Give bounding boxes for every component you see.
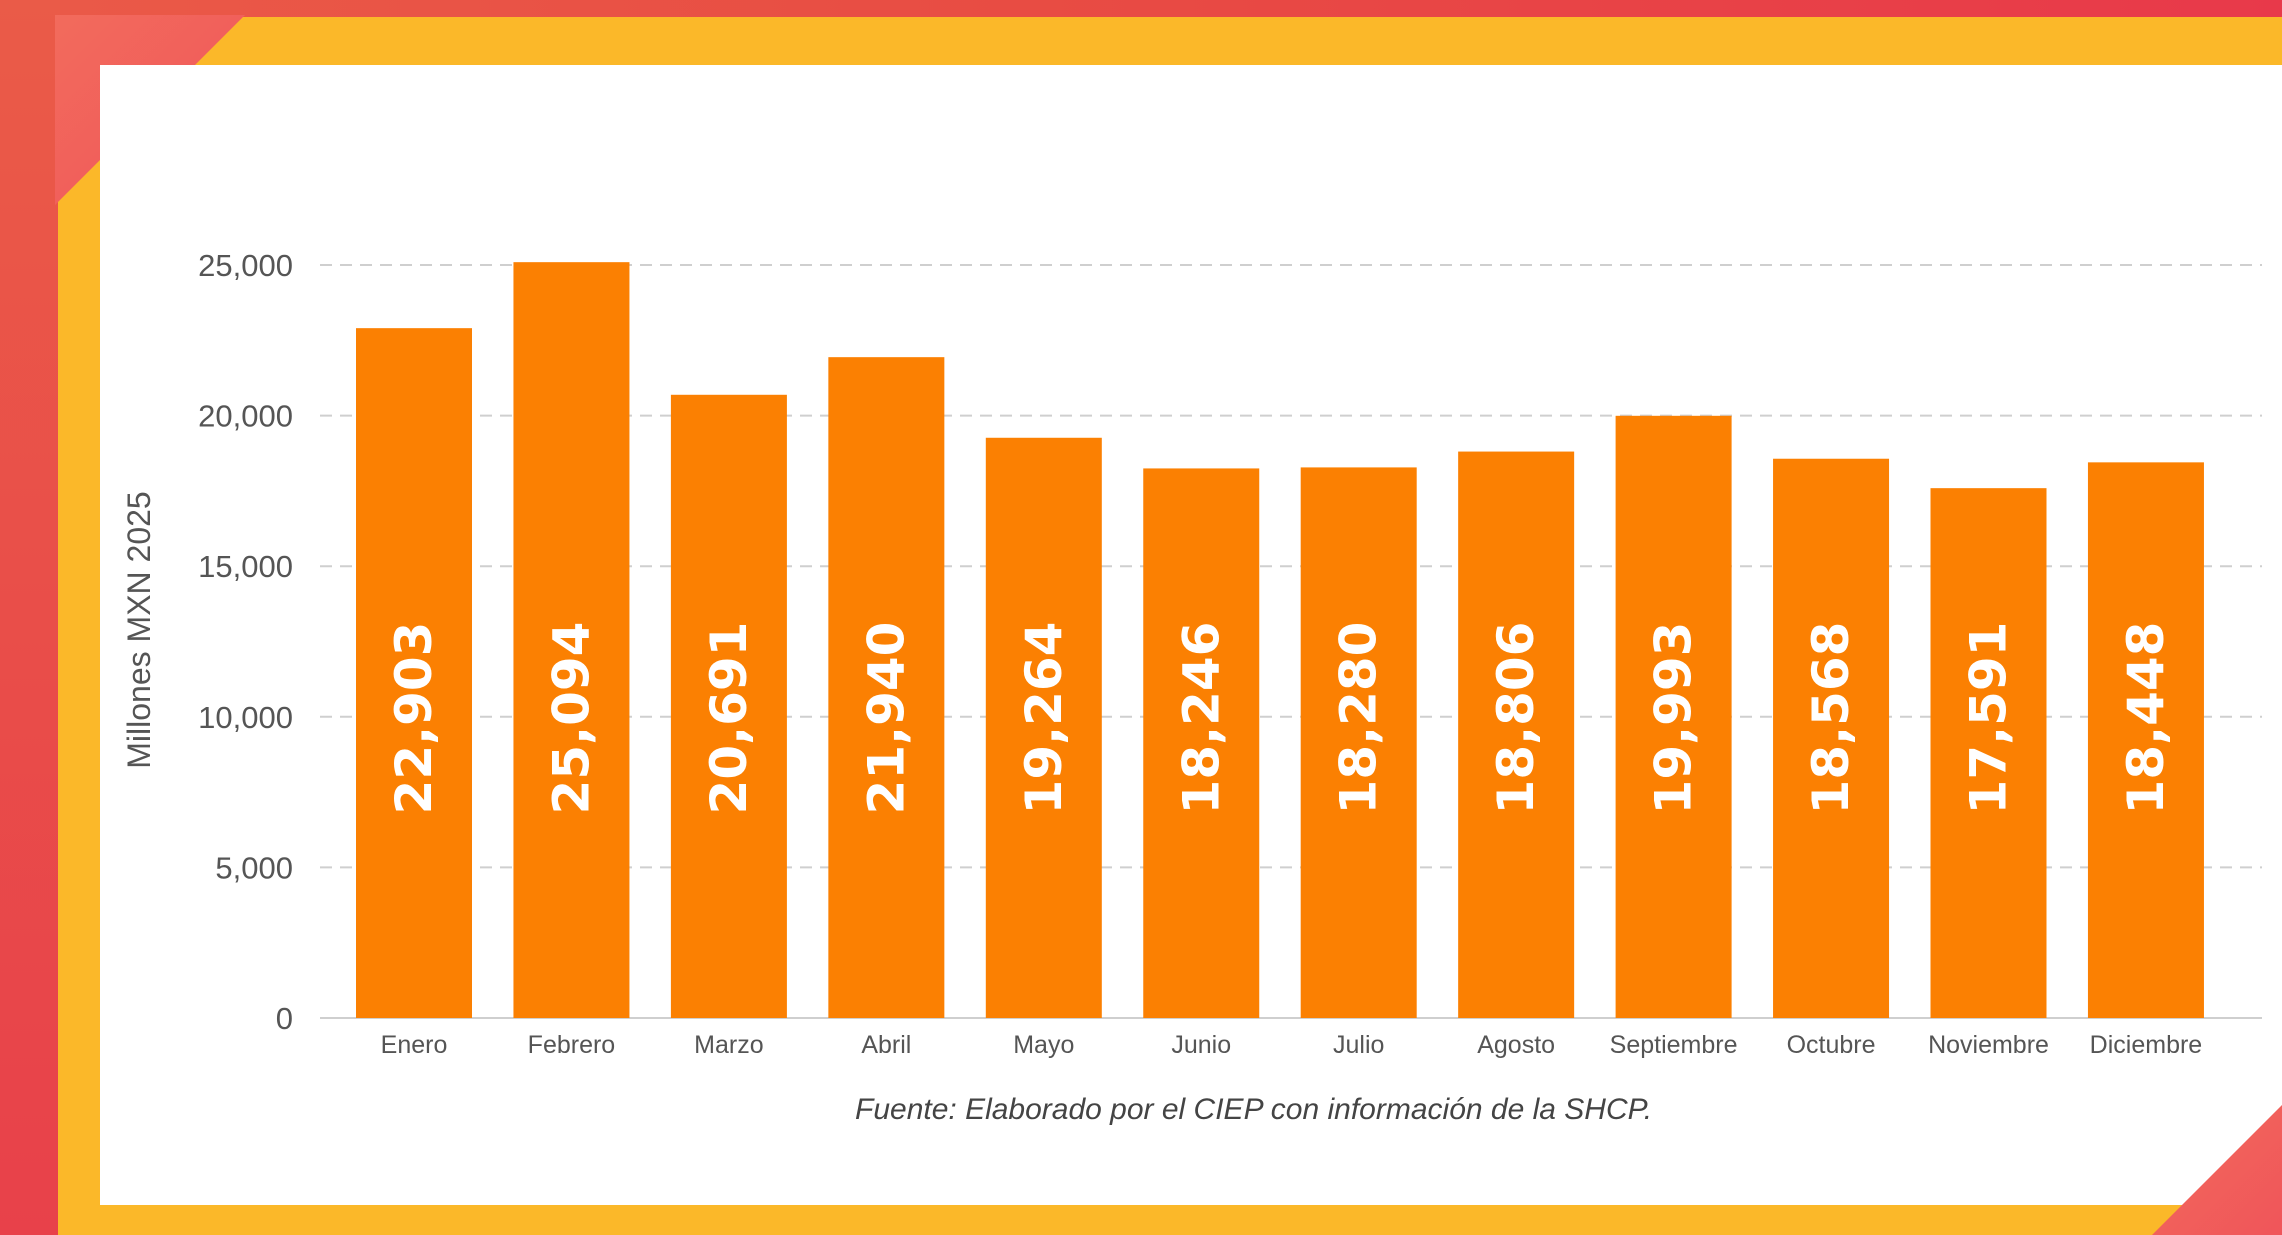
x-tick-label: Octubre [1787, 1031, 1876, 1059]
x-tick-label: Noviembre [1928, 1031, 2049, 1059]
x-tick-label: Abril [861, 1031, 911, 1059]
bar [513, 262, 630, 1019]
bar-value-label: 18,806 [1487, 622, 1545, 815]
x-tick-label: Junio [1171, 1031, 1231, 1059]
bar [1615, 415, 1732, 1018]
bar-value-label: 19,264 [1015, 622, 1073, 815]
x-tick-label: Diciembre [2090, 1031, 2203, 1059]
y-tick-label: 10,000 [198, 700, 293, 735]
bar-value-label: 21,940 [857, 622, 915, 815]
bar [670, 394, 787, 1018]
bar-value-label: 22,903 [385, 622, 443, 815]
bar-value-label: 18,448 [2117, 622, 2175, 815]
bar-value-label: 17,591 [1960, 622, 2018, 815]
bar-value-label: 18,568 [1802, 622, 1860, 815]
bars: 22,903 25,094 20,691 21,940 19,264 18,246 18,2… [356, 262, 2204, 1019]
source-note: Fuente: Elaborado por el CIEP con inform… [855, 1093, 1653, 1126]
bar-value-label: 25,094 [542, 622, 600, 815]
bar [828, 357, 945, 1018]
bar-value-label: 18,280 [1330, 622, 1388, 815]
x-tick-label: Julio [1333, 1031, 1384, 1059]
y-tick-label: 20,000 [198, 399, 293, 434]
y-tick-label: 0 [276, 1001, 293, 1036]
x-tick-label: Mayo [1013, 1031, 1074, 1059]
bar [1773, 458, 1890, 1019]
bar [985, 437, 1102, 1018]
bar [1930, 488, 2047, 1019]
bar-value-label: 19,993 [1645, 622, 1703, 815]
x-axis-ticks: Enero Febrero Marzo Abril Mayo Junio Julio Agos… [381, 1031, 2203, 1059]
bar [1300, 467, 1417, 1019]
x-tick-label: Septiembre [1610, 1031, 1738, 1059]
bar [1143, 468, 1260, 1018]
bar [2087, 462, 2204, 1018]
bar-value-label: 20,691 [700, 622, 758, 815]
y-tick-label: 15,000 [198, 549, 293, 584]
y-tick-label: 5,000 [215, 850, 293, 885]
frame-left-border [0, 0, 60, 1235]
bar [356, 328, 472, 1019]
bar-value-label: 18,246 [1172, 622, 1230, 815]
x-tick-label: Febrero [528, 1031, 616, 1059]
y-axis-ticks: 0 5,000 10,000 15,000 20,000 25,000 [198, 248, 293, 1036]
y-tick-label: 25,000 [198, 248, 293, 283]
x-tick-label: Enero [381, 1031, 448, 1059]
bar [1458, 451, 1575, 1018]
y-axis-label: Millones MXN 2025 [121, 491, 157, 768]
x-tick-label: Marzo [694, 1031, 763, 1059]
x-tick-label: Agosto [1477, 1031, 1555, 1059]
